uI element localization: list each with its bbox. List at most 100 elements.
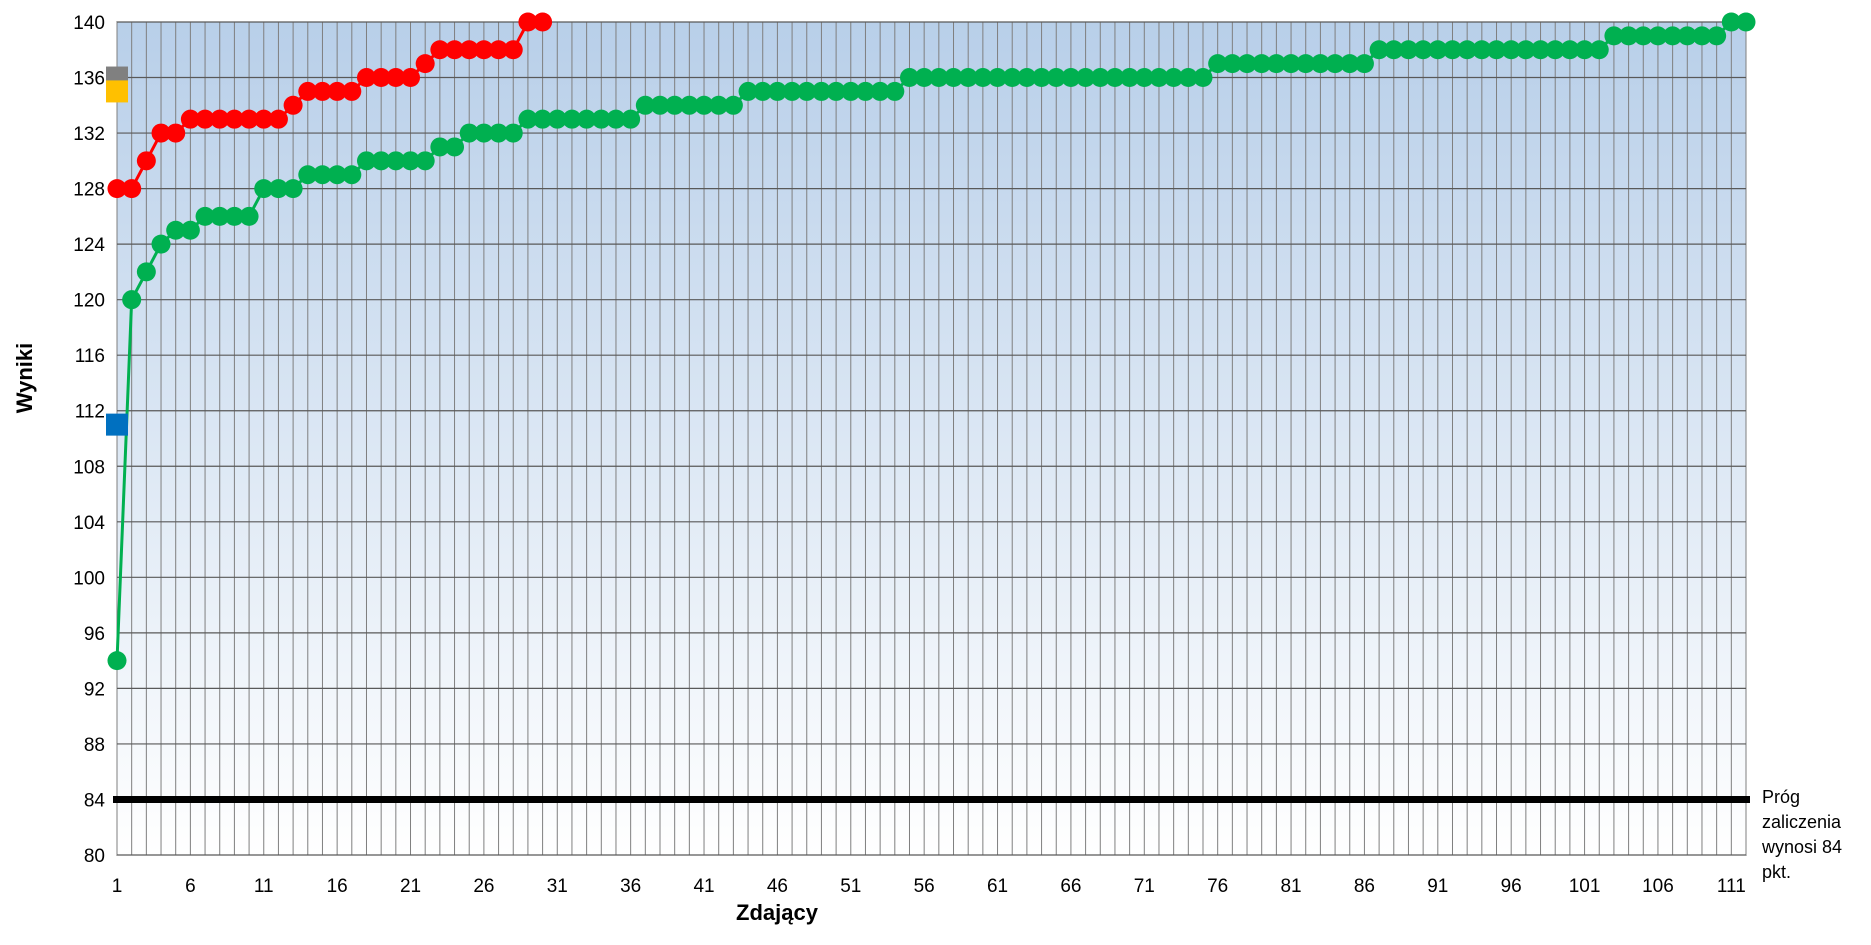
series-2-point: [738, 81, 758, 101]
series-2-point: [327, 165, 347, 185]
series-2-point: [973, 68, 993, 88]
series-2-point: [1120, 68, 1140, 88]
series-1-point: [518, 12, 538, 32]
y-axis-title: Wyniki: [12, 343, 37, 414]
series-2-point: [386, 151, 406, 171]
series-2-point: [180, 220, 200, 240]
marker-layer: [106, 66, 128, 436]
series-2-point: [1164, 68, 1184, 88]
y-tick-label: 84: [84, 790, 106, 811]
series-1-point: [107, 179, 127, 199]
series-2-point: [782, 81, 802, 101]
series-1-point: [489, 40, 509, 60]
y-tick-label: 124: [73, 235, 105, 256]
series-2-point: [767, 81, 787, 101]
series-2-point: [709, 95, 729, 115]
series-2-point: [298, 165, 318, 185]
series-2-point: [1340, 54, 1360, 74]
y-tick-label: 132: [73, 124, 105, 145]
series-2-point: [1046, 68, 1066, 88]
series-2-point: [1619, 26, 1639, 46]
series-2-point: [679, 95, 699, 115]
series-2-point: [1589, 40, 1609, 60]
threshold-label-line-3: wynosi 84: [1761, 837, 1842, 857]
y-tick-label: 104: [73, 513, 105, 534]
threshold-label-line-2: zaliczenia: [1762, 812, 1842, 832]
x-tick-label: 36: [620, 876, 641, 897]
x-tick-label: 21: [400, 876, 421, 897]
series-1-point: [298, 81, 318, 101]
series-2-point: [122, 290, 142, 310]
x-tick-label: 46: [767, 876, 788, 897]
series-2-point: [591, 109, 611, 129]
series-2-point: [474, 123, 494, 143]
series-1-point: [122, 179, 142, 199]
series-2-point: [1457, 40, 1477, 60]
y-tick-label: 88: [84, 735, 105, 756]
series-2-point: [1442, 40, 1462, 60]
series-2-point: [826, 81, 846, 101]
series-2-point: [1281, 54, 1301, 74]
plot-area: [116, 21, 1747, 856]
series-2-point: [1090, 68, 1110, 88]
threshold-label-line-1: Próg: [1762, 787, 1800, 807]
series-1-point: [283, 95, 303, 115]
series-2-point: [1633, 26, 1653, 46]
series-1-point: [474, 40, 494, 60]
series-2-point: [356, 151, 376, 171]
x-tick-label: 41: [693, 876, 714, 897]
x-tick-label: 96: [1501, 876, 1522, 897]
series-1-point: [401, 68, 421, 88]
series-2-point: [283, 179, 303, 199]
y-tick-label: 128: [73, 180, 105, 201]
series-2-point: [1648, 26, 1668, 46]
series-2-point: [577, 109, 597, 129]
series-1-point: [386, 68, 406, 88]
series-2-point: [1677, 26, 1697, 46]
series-2-point: [1736, 12, 1756, 32]
x-tick-label: 71: [1134, 876, 1155, 897]
series-2-point: [1149, 68, 1169, 88]
x-tick-label: 31: [547, 876, 568, 897]
y-tick-label: 136: [73, 69, 105, 90]
series-2-point: [342, 165, 362, 185]
series-2-point: [1002, 68, 1022, 88]
series-2-point: [885, 81, 905, 101]
series-2-point: [518, 109, 538, 129]
x-axis-title: Zdający: [736, 900, 819, 925]
series-2-point: [723, 95, 743, 115]
x-tick-label: 76: [1207, 876, 1228, 897]
series-2-point: [503, 123, 523, 143]
threshold-label-line-4: pkt.: [1762, 862, 1791, 882]
series-2-point: [1545, 40, 1565, 60]
series-1-point: [356, 68, 376, 88]
series-layer: [107, 12, 1756, 671]
y-tick-label: 108: [73, 457, 105, 478]
series-2-point: [635, 95, 655, 115]
series-2-point: [797, 81, 817, 101]
grid-lines: [116, 21, 1747, 856]
x-tick-label: 11: [254, 876, 274, 897]
x-tick-label: 56: [914, 876, 935, 897]
series-2-point: [1487, 40, 1507, 60]
series-2-point: [753, 81, 773, 101]
series-2-point: [606, 109, 626, 129]
series-1-point: [342, 81, 362, 101]
series-2-point: [1369, 40, 1389, 60]
series-2-point: [1501, 40, 1521, 60]
y-tick-label: 100: [73, 568, 105, 589]
series-2-point: [811, 81, 831, 101]
x-tick-label: 91: [1427, 876, 1448, 897]
y-tick-label: 112: [75, 402, 105, 423]
series-1-point: [445, 40, 465, 60]
series-2-point: [958, 68, 978, 88]
series-1-point: [136, 151, 156, 171]
x-tick-label: 111: [1717, 876, 1746, 897]
series-2-point: [371, 151, 391, 171]
series-2-point: [1193, 68, 1213, 88]
series-2-point: [1721, 12, 1741, 32]
series-1-point: [224, 109, 244, 129]
series-1-point: [371, 68, 391, 88]
series-2-point: [195, 206, 215, 226]
